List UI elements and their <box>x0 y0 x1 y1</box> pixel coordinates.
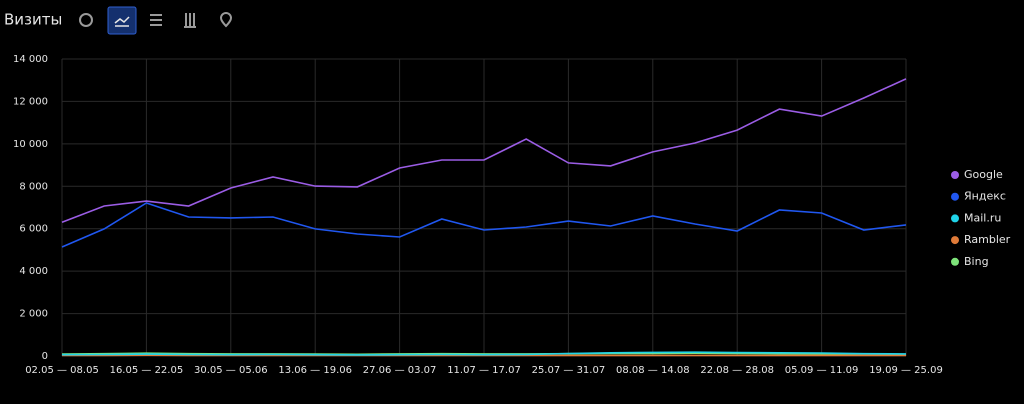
legend-swatch <box>951 214 959 223</box>
x-tick-label: 05.09 — 11.09 <box>785 365 859 376</box>
x-tick-label: 16.05 — 22.05 <box>110 365 184 376</box>
series-line <box>61 202 907 248</box>
legend-swatch <box>951 257 959 266</box>
y-tick-label: 14 000 <box>13 54 48 65</box>
y-tick-label: 8 000 <box>19 181 48 192</box>
legend-swatch <box>951 171 959 179</box>
legend-label: Bing <box>964 255 989 268</box>
x-tick-label: 22.08 — 28.08 <box>700 365 774 376</box>
legend-swatch <box>951 236 959 245</box>
y-tick-label: 10 000 <box>13 139 48 150</box>
y-tick-label: 0 <box>42 351 48 362</box>
x-tick-label: 30.05 — 05.06 <box>194 365 268 376</box>
view-switcher <box>79 6 233 35</box>
series-line <box>61 352 907 356</box>
legend-label: Mail.ru <box>964 211 1001 224</box>
map-view-icon[interactable] <box>219 11 233 28</box>
line-icon-glyph <box>114 16 130 27</box>
area-view-icon[interactable] <box>150 14 162 26</box>
y-tick-label: 4 000 <box>19 266 48 277</box>
series-line <box>61 78 907 224</box>
x-tick-label: 13.06 — 19.06 <box>278 365 352 376</box>
x-tick-label: 19.09 — 25.09 <box>869 365 943 376</box>
x-tick-label: 25.07 — 31.07 <box>532 365 606 376</box>
legend-swatch <box>951 192 959 201</box>
chart-title: Визиты <box>4 11 62 29</box>
x-tick-label: 02.05 — 08.05 <box>25 365 99 376</box>
x-tick-label: 27.06 — 03.07 <box>363 365 437 376</box>
y-tick-label: 12 000 <box>13 96 48 107</box>
legend-label: Яндекс <box>964 190 1006 203</box>
bar-view-icon[interactable] <box>184 13 196 28</box>
pie-view-icon[interactable] <box>79 13 93 27</box>
y-tick-label: 6 000 <box>19 224 48 235</box>
y-tick-label: 2 000 <box>19 309 48 320</box>
x-tick-label: 08.08 — 14.08 <box>616 365 690 376</box>
legend-label: Google <box>964 168 1003 181</box>
legend-label: Rambler <box>964 233 1011 246</box>
x-tick-label: 11.07 — 17.07 <box>447 365 521 376</box>
series-line <box>61 351 907 356</box>
